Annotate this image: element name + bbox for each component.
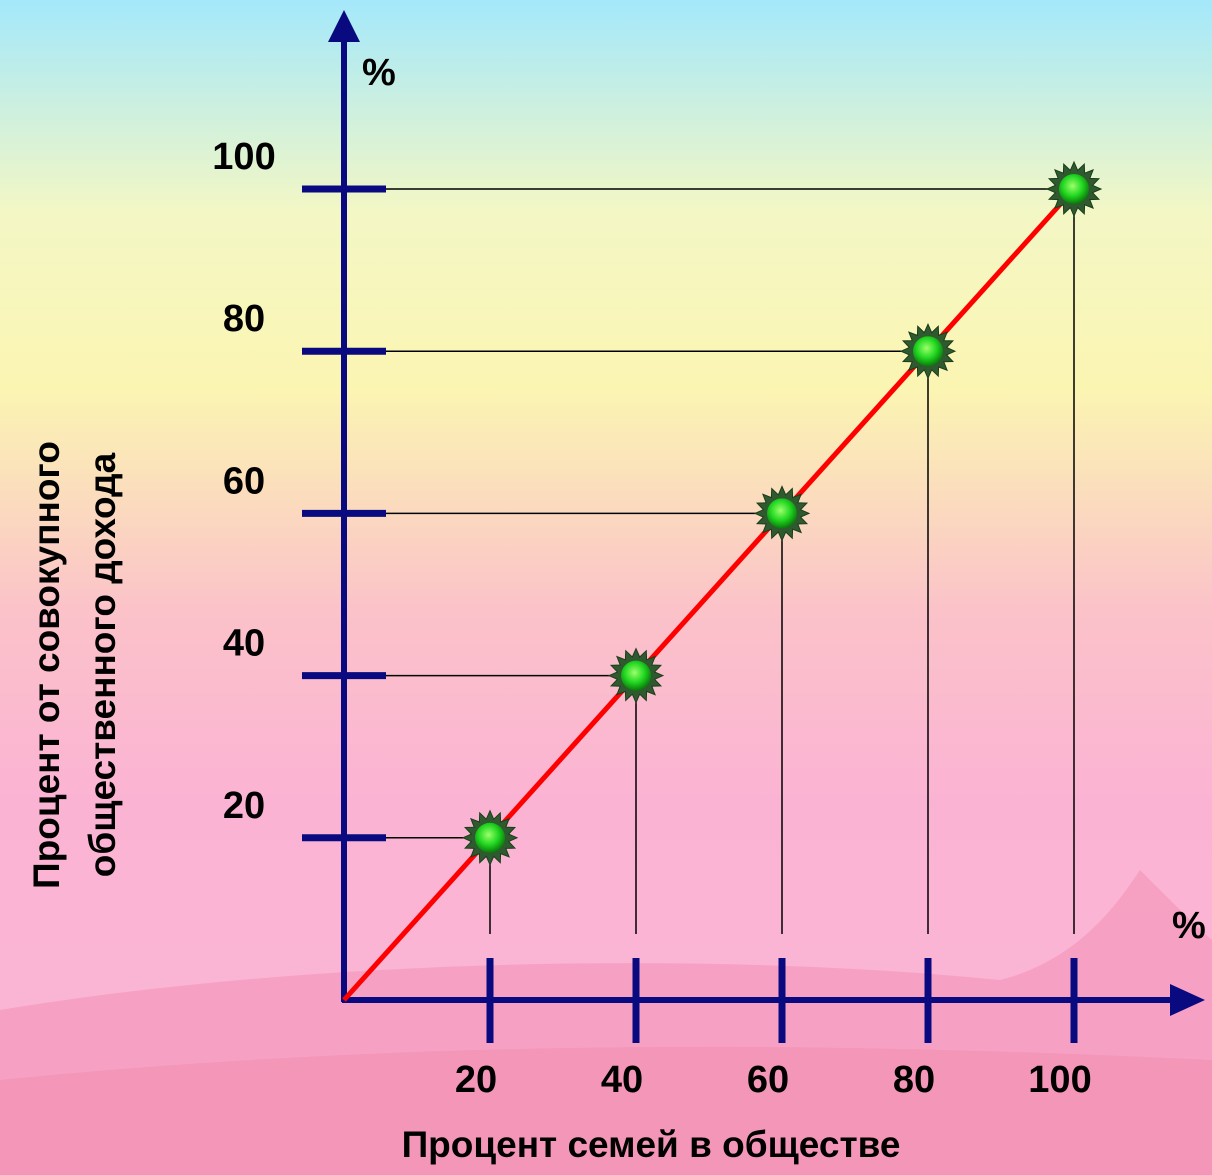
x-tick-label: 80	[893, 1059, 935, 1101]
x-tick-label: 40	[601, 1059, 643, 1101]
background-wave-lower	[0, 1046, 1212, 1175]
data-point-marker	[475, 822, 505, 853]
y-tick-label: 20	[223, 785, 265, 827]
y-tick-label: 40	[223, 623, 265, 665]
equality-line	[342, 187, 1076, 1002]
y-tick-label: 60	[223, 460, 265, 502]
data-point-marker	[621, 660, 651, 691]
y-axis-unit: %	[362, 52, 396, 94]
x-axis-unit: %	[1172, 905, 1206, 947]
x-tick-label: 20	[455, 1059, 497, 1101]
y-tick-label: 80	[223, 298, 265, 340]
x-tick-label: 100	[1028, 1059, 1091, 1101]
data-point-marker	[913, 336, 943, 367]
y-axis-arrow	[328, 10, 360, 42]
data-point-marker	[1059, 174, 1089, 204]
x-tick-label: 60	[747, 1059, 789, 1101]
y-axis-label-line-2: общественного дохода	[82, 452, 123, 878]
plot-area: 20 40 60 80 100 20 40 60 80 100	[212, 10, 1205, 1101]
x-axis-arrow	[1170, 984, 1205, 1016]
data-point-marker	[767, 498, 797, 529]
x-axis-label: Процент семей в обществе	[401, 1124, 901, 1165]
y-axis-label-line-1: Процент от совокупного	[26, 441, 67, 889]
y-tick-label: 100	[212, 136, 275, 178]
y-axis-label: Процент от совокупного общественного дох…	[19, 365, 131, 965]
